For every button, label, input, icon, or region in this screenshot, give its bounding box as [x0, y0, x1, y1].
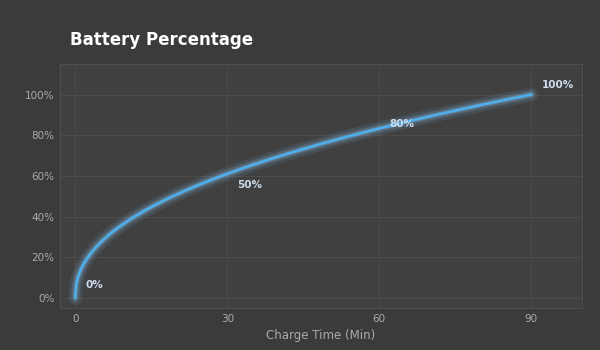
X-axis label: Charge Time (Min): Charge Time (Min) — [266, 329, 376, 342]
Text: 80%: 80% — [389, 119, 415, 129]
Text: 50%: 50% — [238, 180, 262, 190]
Text: 100%: 100% — [541, 80, 574, 90]
Text: 0%: 0% — [85, 280, 103, 290]
Text: Battery Percentage: Battery Percentage — [70, 31, 254, 49]
